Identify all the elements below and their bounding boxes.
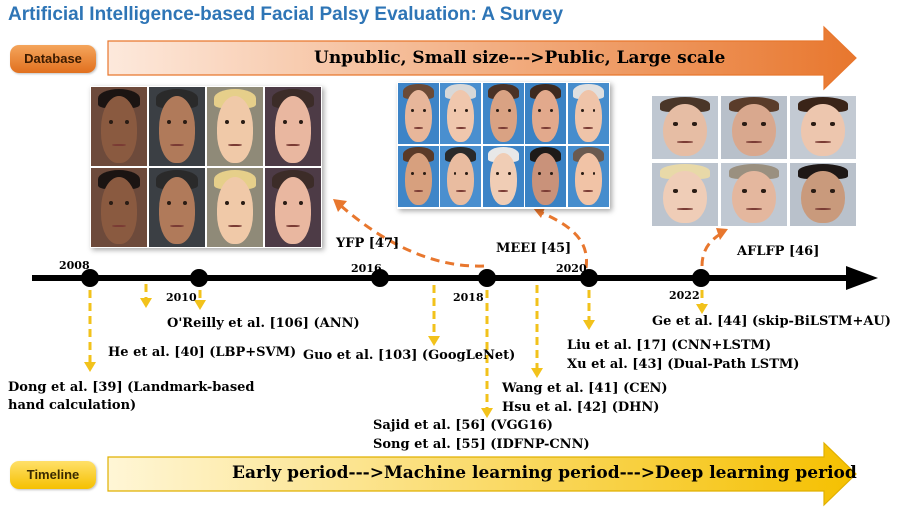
meei-face-photo: [567, 146, 609, 207]
database-arrow: [107, 25, 857, 91]
db-yfp: YFP [47]: [336, 236, 400, 251]
yfp-face-photo: [265, 168, 321, 247]
timeline-arrow: [107, 441, 857, 507]
method-connector-heads: [84, 298, 708, 418]
year-2008: 2008: [59, 259, 90, 272]
meei-face-photo: [398, 146, 439, 207]
timeline-arrow-text: Early period--->Machine learning period-…: [232, 463, 857, 483]
method-he: He et al. [40] (LBP+SVM): [108, 345, 297, 360]
method-dong-line2: hand calculation): [8, 398, 137, 413]
yfp-face-photo: [265, 87, 321, 166]
yfp-face-photo: [207, 168, 263, 247]
timeline-label: Timeline: [10, 461, 96, 489]
year-2016: 2016: [351, 262, 382, 275]
meei-face-photo: [482, 83, 524, 144]
year-2010: 2010: [166, 291, 197, 304]
meei-face-photo: [567, 83, 609, 144]
method-song: Song et al. [55] (IDFNP-CNN): [373, 437, 590, 452]
method-oreilly: O'Reilly et al. [106] (ANN): [167, 316, 360, 331]
method-guo: Guo et al. [103] (GoogLeNet): [303, 348, 516, 363]
meei-face-photo: [440, 83, 482, 144]
method-hsu: Hsu et al. [42] (DHN): [502, 400, 660, 415]
meei-face-photo: [525, 83, 567, 144]
aflfp-face-photo: [721, 163, 787, 226]
aflfp-face-photo: [721, 96, 787, 159]
yfp-face-photo: [207, 87, 263, 166]
year-2022: 2022: [669, 289, 700, 302]
aflfp-face-photo: [652, 163, 718, 226]
method-xu: Xu et al. [43] (Dual-Path LSTM): [567, 357, 800, 372]
method-dong: Dong et al. [39] (Landmark-based: [8, 380, 255, 395]
database-label: Database: [10, 45, 96, 73]
db-meei: MEEI [45]: [496, 241, 572, 256]
method-connectors: [88, 284, 704, 408]
aflfp-face-photo: [652, 96, 718, 159]
meei-face-photo: [525, 146, 567, 207]
yfp-face-photo: [91, 168, 147, 247]
yfp-face-photo: [149, 87, 205, 166]
page-title: Artificial Intelligence-based Facial Pal…: [8, 4, 564, 25]
meei-face-photo: [482, 146, 524, 207]
timeline-axis-head: [846, 266, 878, 290]
db-aflfp: AFLFP [46]: [737, 244, 820, 259]
aflfp-face-photo: [790, 96, 856, 159]
method-wang: Wang et al. [41] (CEN): [502, 381, 668, 396]
year-2018: 2018: [453, 291, 484, 304]
aflfp-face-photo: [790, 163, 856, 226]
yfp-face-photo: [149, 168, 205, 247]
yfp-face-photo: [91, 87, 147, 166]
method-liu: Liu et al. [17] (CNN+LSTM): [567, 338, 772, 353]
method-sajid: Sajid et al. [56] (VGG16): [373, 418, 553, 433]
database-arrow-text: Unpublic, Small size--->Public, Large sc…: [314, 48, 726, 68]
method-ge: Ge et al. [44] (skip-BiLSTM+AU): [652, 314, 891, 329]
meei-face-photo: [440, 146, 482, 207]
meei-face-photo: [398, 83, 439, 144]
year-2020: 2020: [556, 262, 587, 275]
timeline-dots: [81, 269, 710, 287]
